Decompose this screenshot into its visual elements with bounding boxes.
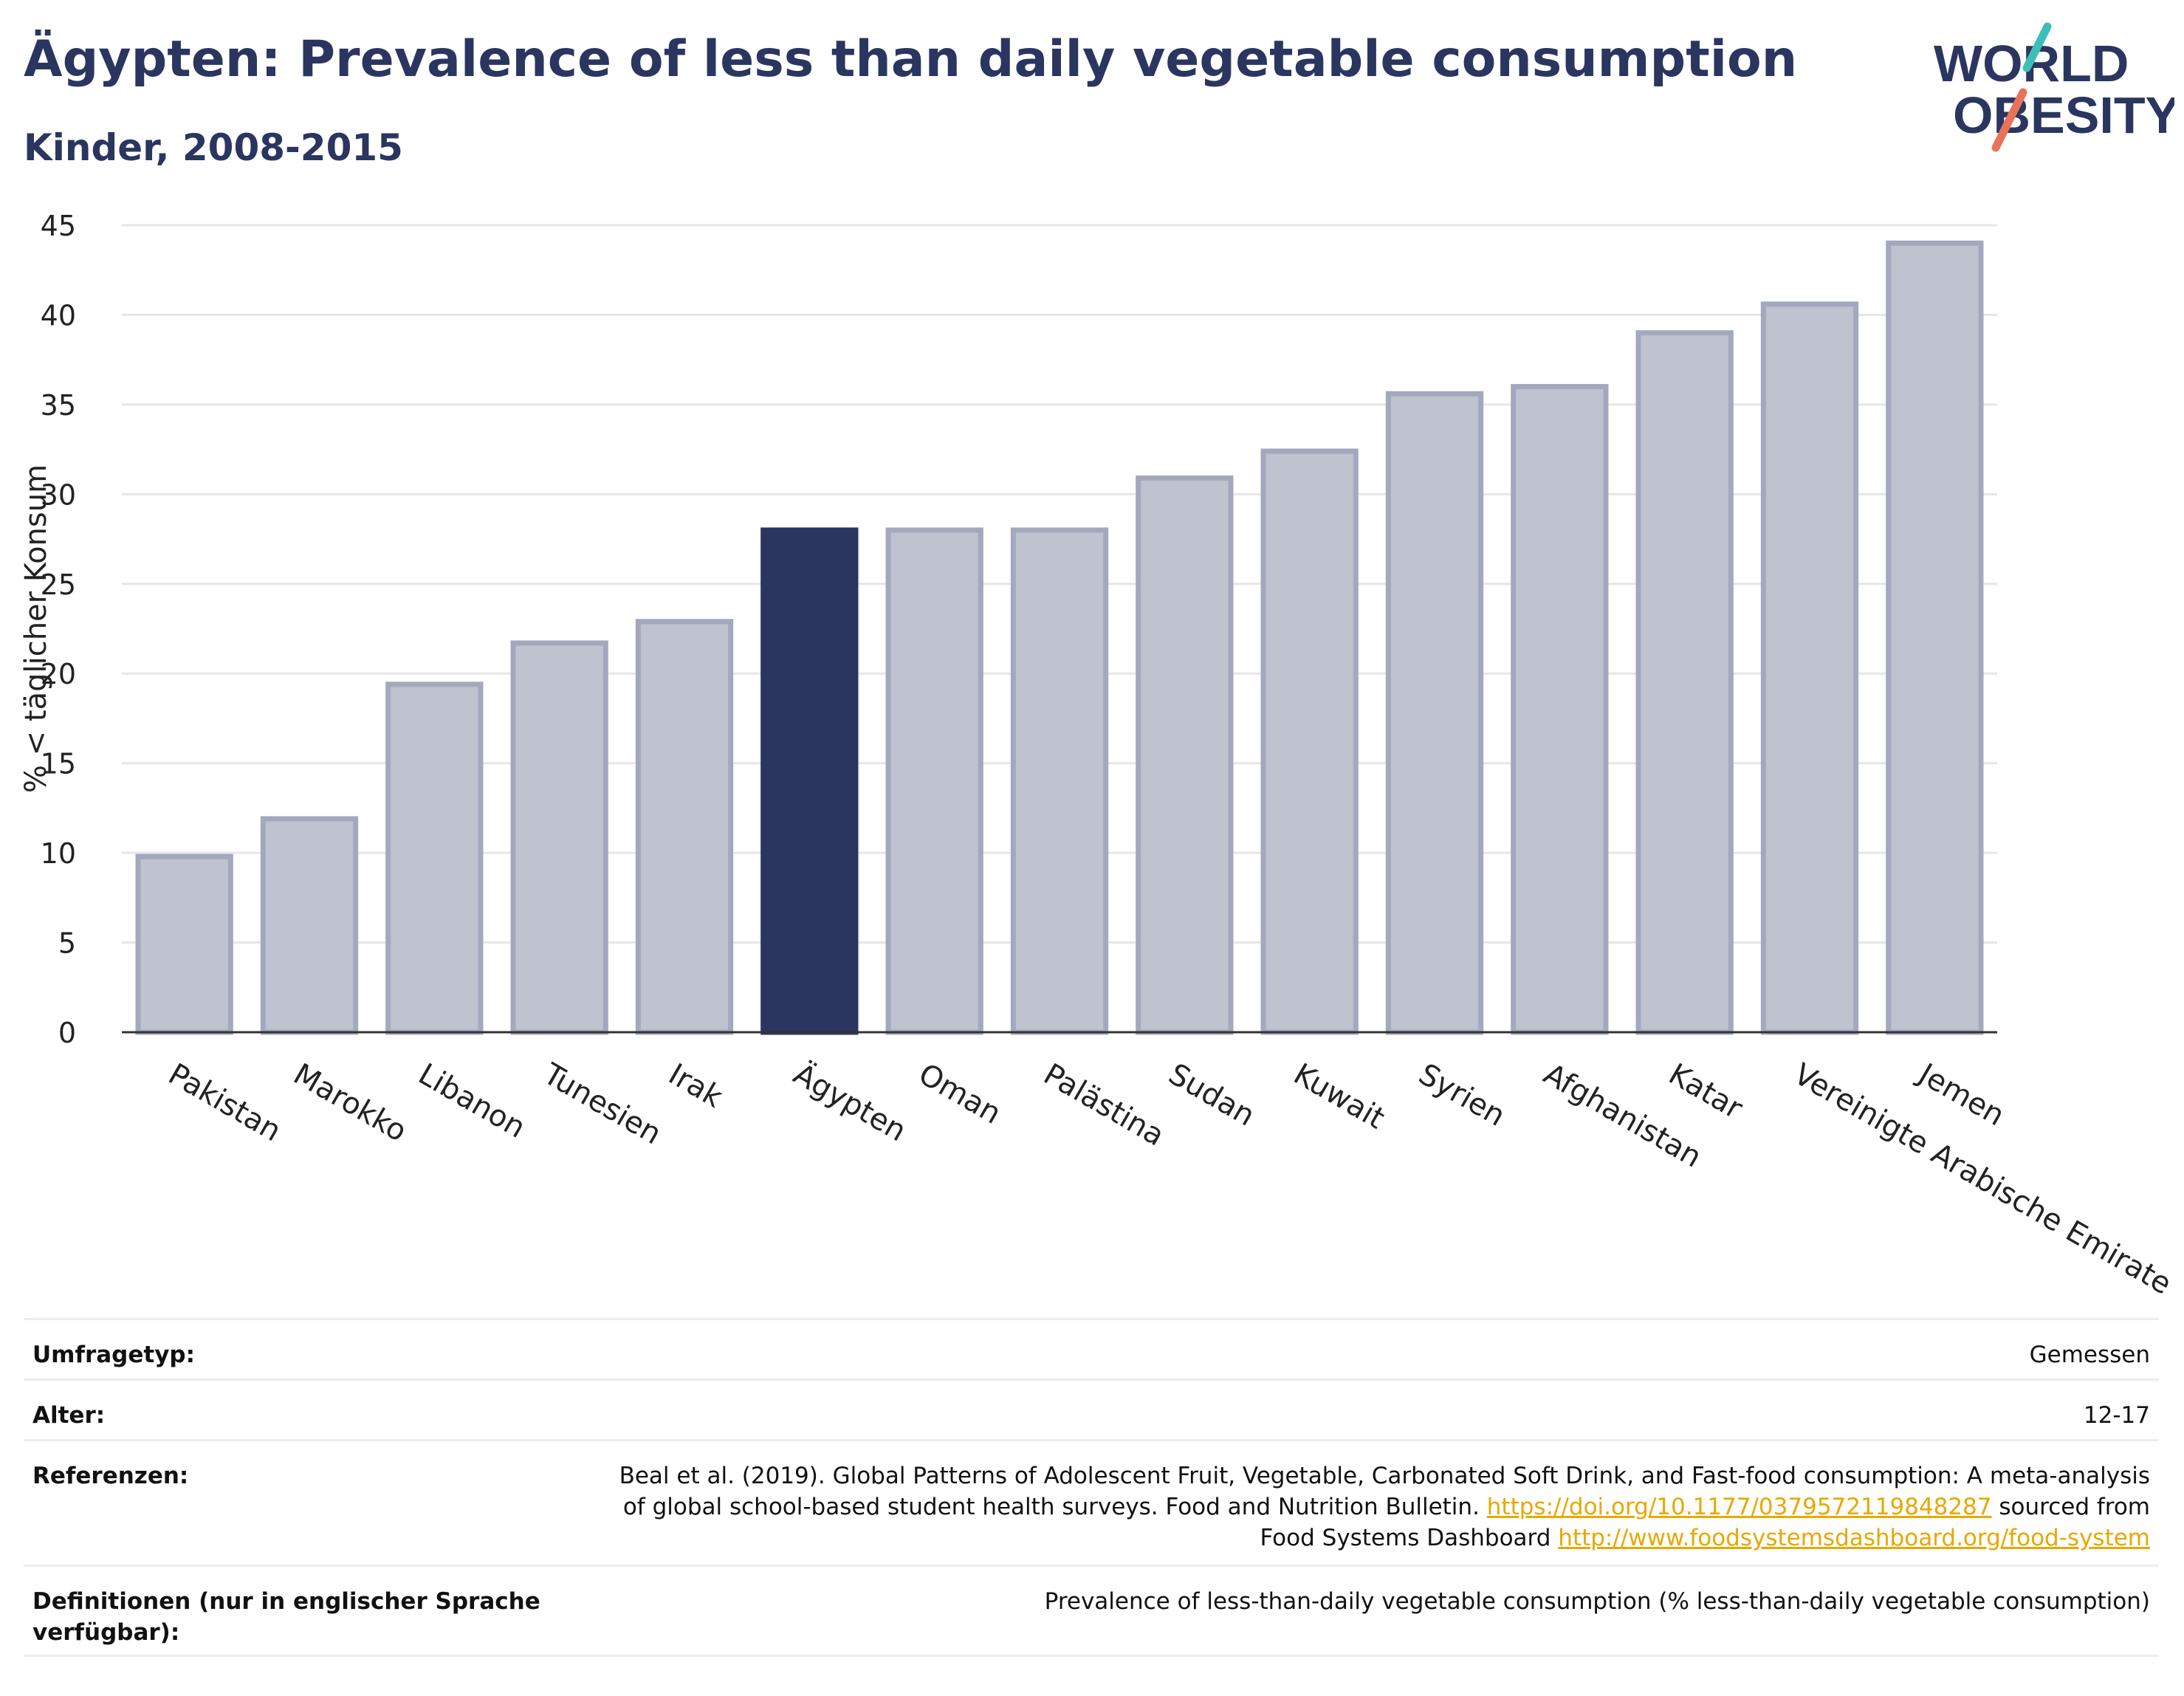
x-tick-label: Marokko [288, 1057, 413, 1149]
bar-kuwait[interactable] [1260, 448, 1359, 1035]
x-tick-label: Syrien [1413, 1057, 1511, 1133]
y-tick-label: 30 [41, 478, 76, 511]
meta-value: Beal et al. (2019). Global Patterns of A… [619, 1463, 2150, 1551]
logo-slash-top [2022, 22, 2052, 72]
bar-sudan[interactable] [1136, 475, 1234, 1035]
y-tick-labels: 0 5 10 15 20 25 30 35 40 45 [41, 210, 76, 1049]
chart-subtitle: Kinder, 2008-2015 [24, 126, 403, 169]
y-axis-label: % < täglicher Konsum [19, 464, 53, 793]
x-tick-label: Katar [1663, 1057, 1748, 1126]
y-tick-label: 35 [41, 389, 76, 422]
meta-value: 12-17 [2083, 1402, 2150, 1429]
bar-libanon[interactable] [385, 682, 484, 1035]
x-tick-label: Tunesien [537, 1057, 667, 1151]
bar-chart: 0 5 10 15 20 25 30 35 40 45 Pakistan Marokko Libano… [19, 210, 2177, 1302]
y-tick-label: 45 [41, 210, 76, 242]
y-tick-label: 15 [41, 748, 76, 780]
meta-value: Prevalence of less-than-daily vegetable … [1044, 1588, 2150, 1615]
meta-label: Referenzen: [32, 1463, 189, 1489]
x-tick-label: Ägypten [788, 1056, 913, 1148]
x-tick-label: Sudan [1163, 1057, 1260, 1133]
y-tick-label: 25 [41, 569, 76, 601]
bars [135, 240, 1984, 1035]
x-tick-label: Jemen [1911, 1056, 2010, 1133]
bar-marokko[interactable] [260, 816, 359, 1035]
bar-tunesien[interactable] [510, 640, 608, 1035]
meta-value: Gemessen [2029, 1342, 2150, 1368]
bar-katar[interactable] [1635, 330, 1734, 1035]
x-tick-label: Oman [913, 1057, 1006, 1131]
doi-link[interactable]: https://doi.org/10.1177/0379572119848287 [1486, 1494, 1992, 1520]
x-tick-label: Kuwait [1288, 1057, 1390, 1136]
metadata-table: Umfragetyp: Gemessen Alter: 12-17 Referenzen… [24, 1318, 2159, 1657]
y-tick-label: 0 [58, 1017, 76, 1049]
bar-pakistan[interactable] [135, 854, 233, 1035]
bar-afghanistan[interactable] [1511, 384, 1609, 1035]
bar-palästina[interactable] [1010, 527, 1109, 1035]
y-tick-label: 5 [58, 927, 76, 960]
bar-oman[interactable] [885, 527, 983, 1035]
bar-jemen[interactable] [1886, 240, 1984, 1035]
bar-irak[interactable] [635, 619, 734, 1035]
meta-row: Alter: 12-17 [24, 1379, 2159, 1439]
meta-label: Definitionen (nur in englischer Sprache … [32, 1588, 540, 1646]
y-tick-label: 20 [41, 658, 76, 690]
y-tick-label: 40 [41, 299, 76, 332]
meta-label: Umfragetyp: [32, 1342, 195, 1368]
x-tick-label: Irak [663, 1057, 729, 1115]
meta-row: Umfragetyp: Gemessen [24, 1318, 2159, 1379]
meta-row: Definitionen (nur in englischer Sprache … [24, 1565, 2159, 1657]
meta-row: Referenzen: Beal et al. (2019). Global Pa… [24, 1439, 2159, 1565]
logo-slash-bottom [1991, 88, 2027, 152]
x-tick-label: Libanon [413, 1057, 531, 1145]
x-tick-label: Palästina [1038, 1057, 1170, 1153]
meta-label: Alter: [32, 1402, 106, 1429]
bar-syrien[interactable] [1385, 391, 1484, 1035]
bar-ägypten[interactable] [760, 527, 859, 1035]
bar-vereinigte-arabische-emirate[interactable] [1760, 301, 1859, 1035]
chart-title: Ägypten: Prevalence of less than daily v… [24, 30, 1798, 89]
logo-word-2: OBESITY [1953, 86, 2174, 144]
dashboard-link[interactable]: http://www.foodsystemsdashboard.org/food… [1558, 1525, 2150, 1551]
x-tick-label: Pakistan [162, 1057, 286, 1149]
world-obesity-logo: WORLD OBESITY [1934, 22, 2174, 152]
y-tick-label: 10 [41, 837, 76, 870]
